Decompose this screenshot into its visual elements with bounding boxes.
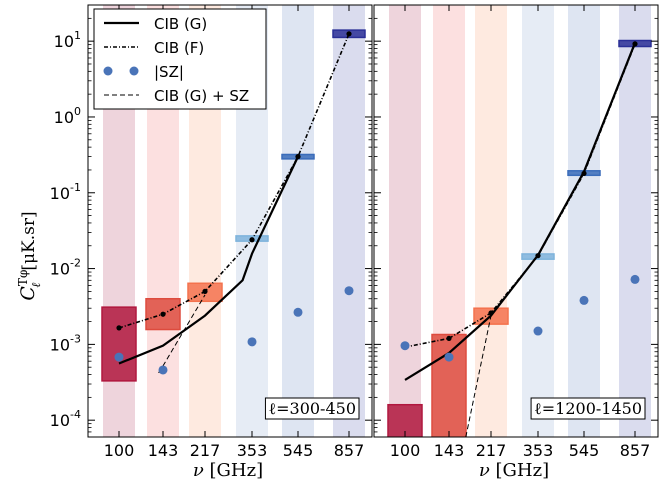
y-tick-label: 101 <box>54 29 81 51</box>
x-tick-label: 353 <box>237 441 268 460</box>
y-tick-label: 10-4 <box>50 408 81 430</box>
legend-label: CIB (F) <box>154 39 204 57</box>
sz-point <box>344 286 354 296</box>
legend-swatch-dot <box>129 66 139 76</box>
cib-g-line <box>404 42 637 381</box>
xlabel-variable: ν <box>193 460 210 481</box>
legend-frame <box>93 8 267 110</box>
panel-plot-area <box>387 5 652 437</box>
frequency-band <box>619 5 651 437</box>
legend-label: CIB (G) <box>154 15 207 33</box>
y-tick-label: 10-3 <box>50 332 81 354</box>
y-tick-mantissa: 10 <box>54 108 74 127</box>
y-tick-label: 100 <box>54 105 81 127</box>
cib-f-point <box>202 288 208 294</box>
panel-1: 100 143 217 353 545 857 ν [GHz] ℓ=300-450 <box>87 4 373 481</box>
y-tick-exponent: -3 <box>70 332 81 345</box>
sz-point <box>630 274 640 284</box>
x-tick-label: 545 <box>283 441 314 460</box>
sz-point <box>158 365 168 375</box>
annotation-text: ℓ=300-450 <box>268 399 356 418</box>
y-tick-label: 10-1 <box>50 181 81 203</box>
cib-f-line <box>404 43 636 348</box>
sz-point <box>114 352 124 362</box>
cib-g-line <box>118 156 299 365</box>
frequency-band <box>522 5 554 437</box>
panel-2: 100 143 217 353 545 857 ν [GHz] ℓ=1200-1450 <box>373 4 659 481</box>
frequency-band <box>568 5 600 437</box>
legend-label: CIB (G) + SZ <box>154 87 249 105</box>
panel-annotation: ℓ=1200-1450 <box>530 397 646 420</box>
cib-f-point <box>295 154 301 160</box>
ylabel-superscript: Tφ <box>16 270 30 286</box>
cib-f-point <box>446 335 452 341</box>
frequency-band <box>389 5 421 437</box>
y-tick-exponent: -1 <box>70 181 81 194</box>
legend-swatch-dot <box>103 66 113 76</box>
x-tick-label: 857 <box>620 441 651 460</box>
y-tick-exponent: 0 <box>74 105 81 118</box>
ylabel-symbol: C <box>17 286 39 301</box>
annotation-box <box>264 397 360 420</box>
sz-point <box>444 352 454 362</box>
cib-f-point <box>632 41 638 47</box>
y-axis-label: CTφℓ [μK.sr] <box>16 211 43 300</box>
sz-point <box>533 326 543 336</box>
xlabel-unit: [GHz] <box>210 460 264 481</box>
panel-plot-area <box>101 5 366 437</box>
frequency-band <box>282 5 314 437</box>
sz-point <box>293 307 303 317</box>
cib-f-line <box>118 33 350 329</box>
cib-f-point <box>535 253 541 259</box>
svg-text:CTφℓ[μK.sr]: CTφℓ [μK.sr] <box>16 211 43 300</box>
x-tick-label: 143 <box>434 441 465 460</box>
x-tick-label: 353 <box>523 441 554 460</box>
x-tick-label: 217 <box>190 441 221 460</box>
cib-f-point <box>160 311 166 317</box>
cib-f-point <box>249 237 255 243</box>
x-axis-label: ν [GHz] <box>193 460 263 481</box>
y-tick-mantissa: 10 <box>50 184 70 203</box>
cib-f-point <box>116 325 122 331</box>
frequency-band <box>475 5 507 437</box>
sz-point <box>247 337 257 347</box>
sz-point <box>579 295 589 305</box>
sz-point <box>400 341 410 351</box>
panel-frame <box>373 4 659 438</box>
x-tick-label: 545 <box>569 441 600 460</box>
y-tick-mantissa: 10 <box>54 32 74 51</box>
y-tick-mantissa: 10 <box>50 335 70 354</box>
cib-f-point <box>346 31 352 37</box>
y-tick-exponent: 1 <box>74 29 81 42</box>
ylabel-subscript: ℓ <box>29 283 43 288</box>
x-tick-label: 217 <box>476 441 507 460</box>
frequency-band <box>333 5 365 437</box>
y-tick-exponent: -2 <box>70 257 81 270</box>
annotation-box <box>530 397 646 420</box>
cib-g-sz-line <box>465 315 492 437</box>
xlabel-variable: ν <box>479 460 496 481</box>
y-tick-mantissa: 10 <box>50 411 70 430</box>
y-tick-mantissa: 10 <box>50 260 70 279</box>
y-tick-label: 10-2 <box>50 257 81 279</box>
annotation-text: ℓ=1200-1450 <box>534 399 642 418</box>
x-axis-label: ν [GHz] <box>479 460 549 481</box>
y-tick-exponent: -4 <box>70 408 81 421</box>
panel-annotation: ℓ=300-450 <box>264 397 360 420</box>
ylabel-unit: [μK.sr] <box>19 211 39 270</box>
legend: CIB (G) CIB (F) |SZ| CIB (G) + SZ <box>93 8 267 110</box>
panel-frame <box>87 4 373 438</box>
x-tick-label: 857 <box>334 441 365 460</box>
x-tick-label: 100 <box>104 441 135 460</box>
x-tick-label: 100 <box>390 441 421 460</box>
measurement-box <box>101 306 137 382</box>
legend-label: |SZ| <box>154 63 184 81</box>
cib-f-point <box>488 310 494 316</box>
cib-f-point <box>581 170 587 177</box>
x-tick-label: 143 <box>148 441 179 460</box>
xlabel-unit: [GHz] <box>496 460 550 481</box>
